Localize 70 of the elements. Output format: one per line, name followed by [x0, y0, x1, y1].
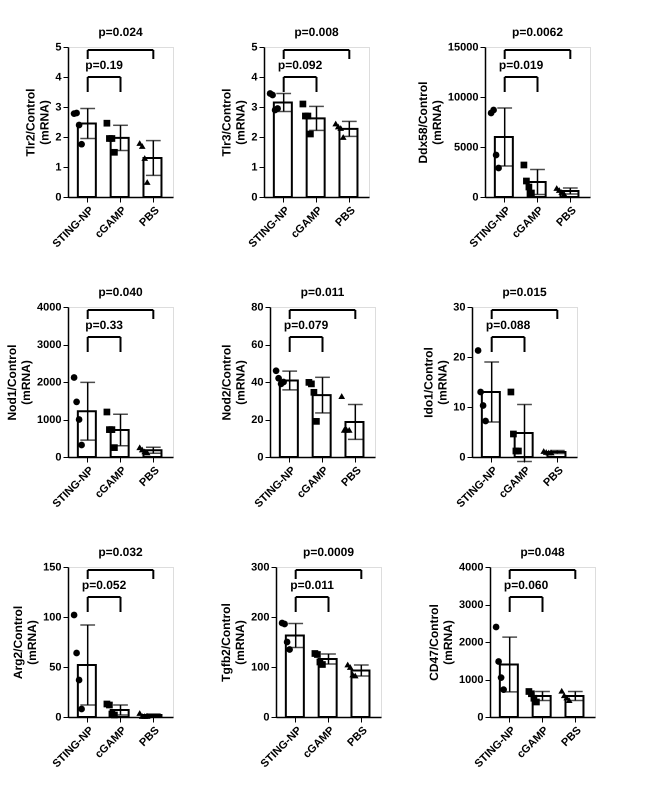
annotation: p=0.088 [486, 318, 531, 332]
y-tick-label: 1 [55, 162, 62, 174]
y-tick-label: 0 [257, 452, 264, 464]
annotation: p=0.011 [290, 578, 334, 592]
y-tick-label: 20 [453, 352, 466, 364]
y-tick-label: 2 [251, 132, 258, 144]
y-axis-title: Tlr2/Control (mRNA) [23, 88, 52, 156]
y-tick-label: 15000 [448, 42, 478, 54]
y-tick-label: 10 [453, 402, 466, 414]
y-tick-label: 2000 [459, 636, 484, 648]
y-tick-label: 4 [251, 72, 258, 84]
y-axis-title: Ido1/Control (mRNA) [421, 347, 450, 418]
y-axis-title: Ddx58/Control (mRNA) [416, 81, 444, 164]
y-tick-label: 4 [55, 72, 62, 84]
y-axis-title: Nod1/Control (mRNA) [5, 344, 34, 420]
y-tick-label: 0 [459, 452, 466, 464]
text: p=0.008 [294, 25, 340, 39]
y-tick-label: 2 [55, 132, 62, 144]
y-tick-label: 2000 [37, 376, 62, 388]
y-tick-label: 4000 [459, 562, 484, 574]
text: p=0.040 [98, 285, 144, 299]
y-tick-label: 1 [251, 162, 258, 174]
y-tick-label: 5 [251, 42, 258, 54]
y-tick-label: 0 [55, 192, 62, 204]
y-tick-label: 5 [55, 42, 62, 54]
y-tick-label: 80 [251, 302, 264, 314]
y-axis-title: Tlr3/Control (mRNA) [219, 88, 248, 156]
text: p=0.032 [98, 545, 144, 559]
y-tick-label: 200 [251, 612, 270, 624]
annotation: p=0.33 [85, 318, 124, 332]
y-tick-label: 30 [453, 302, 466, 314]
y-tick-label: 0 [263, 712, 270, 724]
y-tick-label: 5000 [454, 142, 478, 154]
y-axis-title: CD47/Control (mRNA) [427, 604, 456, 681]
y-tick-label: 0 [55, 452, 62, 464]
y-tick-label: 150 [43, 562, 62, 574]
annotation: p=0.019 [498, 58, 544, 72]
y-tick-label: 1000 [37, 414, 62, 426]
y-tick-label: 50 [49, 662, 62, 674]
text: p=0.0009 [302, 545, 354, 559]
annotation: p=0.079 [284, 318, 329, 332]
y-tick-label: 0 [55, 712, 62, 724]
text: p=0.015 [502, 285, 548, 299]
annotation: p=0.060 [504, 578, 549, 592]
text: p=0.024 [98, 25, 144, 39]
y-tick-label: 60 [251, 339, 264, 351]
y-tick-label: 300 [251, 562, 270, 574]
y-tick-label: 0 [472, 192, 478, 204]
text: p=0.048 [520, 545, 566, 559]
y-tick-label: 3 [55, 102, 62, 114]
annotation: p=0.19 [85, 58, 124, 72]
y-axis-title: Arg2/Control (mRNA) [11, 606, 40, 680]
y-tick-label: 3000 [37, 339, 62, 351]
y-tick-label: 100 [251, 662, 270, 674]
y-tick-label: 40 [251, 376, 264, 388]
y-tick-label: 1000 [459, 674, 484, 686]
annotation: p=0.092 [278, 58, 323, 72]
y-axis-title: Tgfb2/Control (mRNA) [219, 603, 248, 682]
y-tick-label: 4000 [37, 302, 62, 314]
y-tick-label: 100 [43, 612, 62, 624]
text: p=0.011 [300, 285, 345, 299]
y-tick-label: 10000 [448, 92, 478, 104]
y-tick-label: 0 [477, 712, 484, 724]
y-tick-label: 3 [251, 102, 258, 114]
y-tick-label: 3000 [459, 599, 484, 611]
y-tick-label: 0 [251, 192, 258, 204]
annotation: p=0.052 [82, 578, 127, 592]
y-tick-label: 20 [251, 414, 264, 426]
y-axis-title: Nod2/Control (mRNA) [219, 344, 248, 420]
text: p=0.0062 [512, 25, 564, 39]
